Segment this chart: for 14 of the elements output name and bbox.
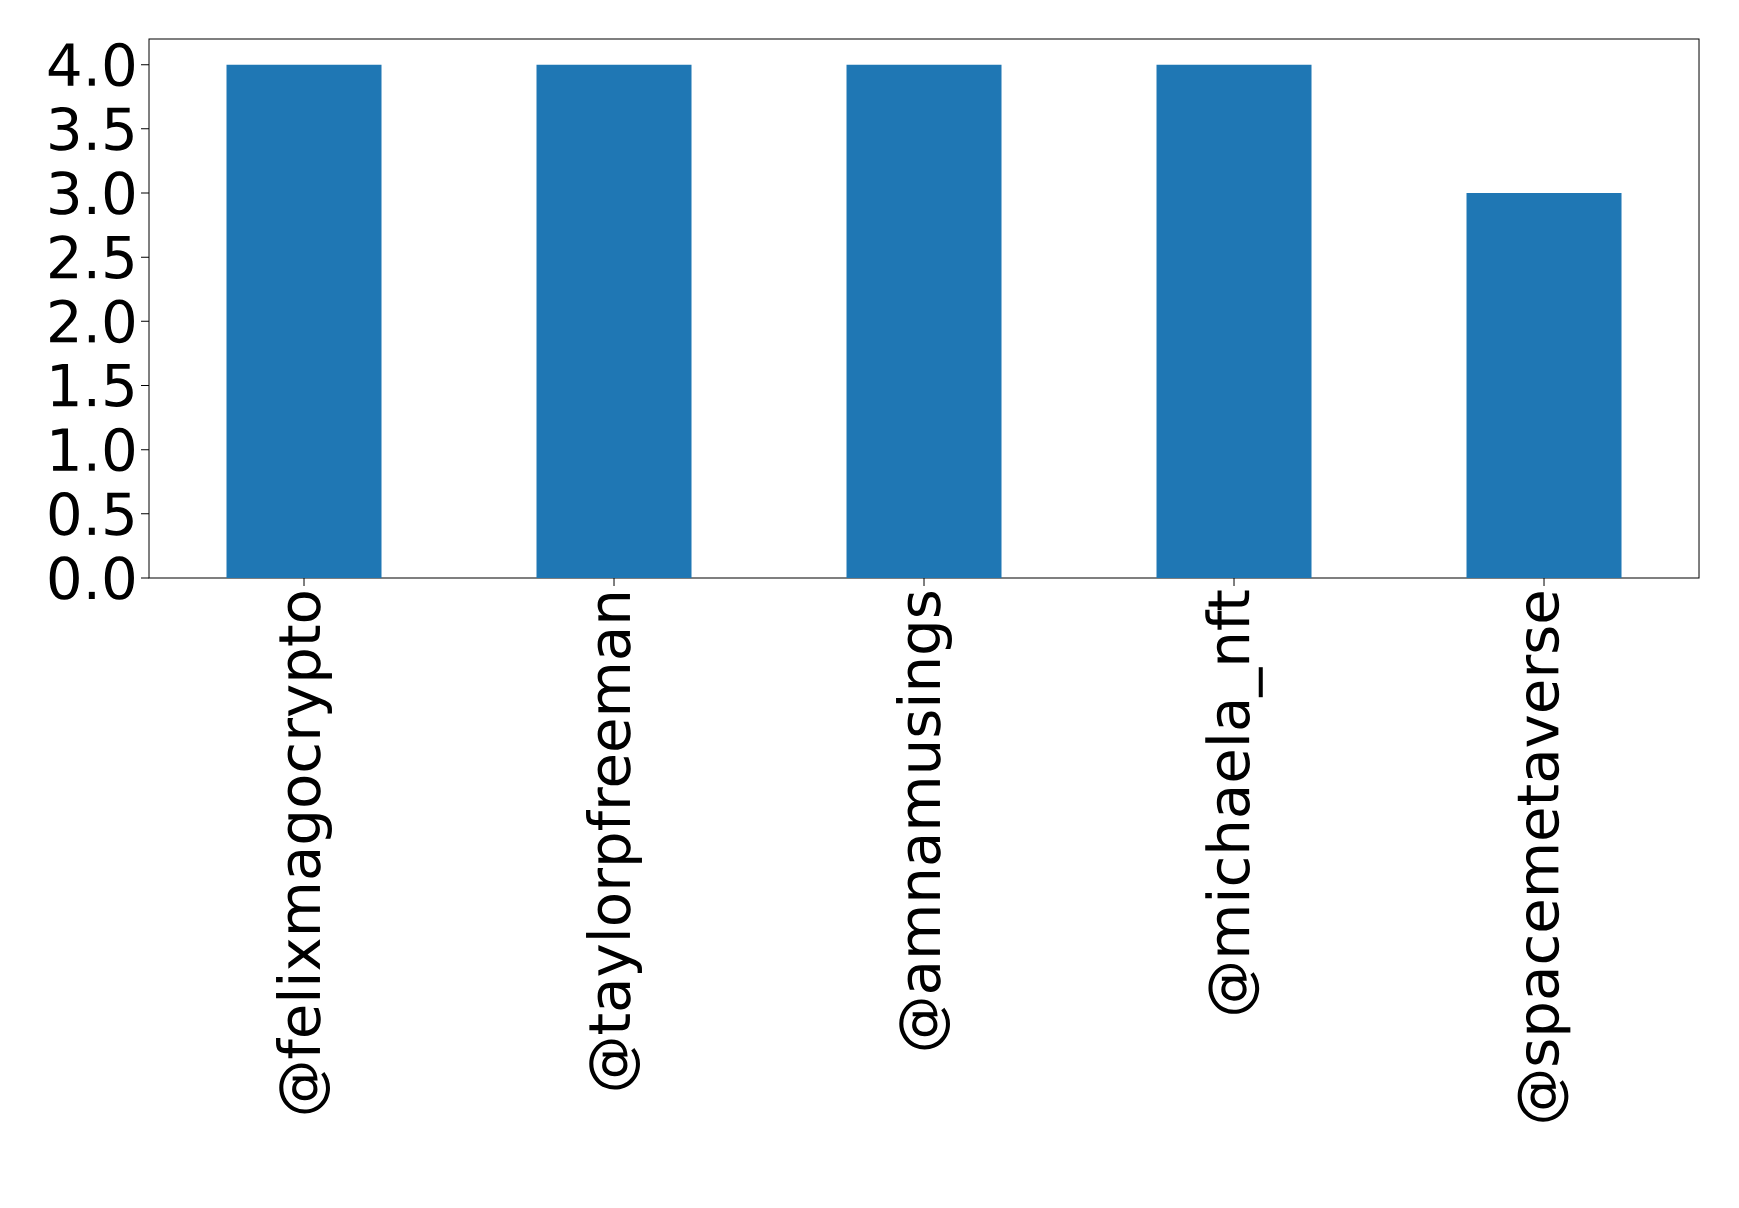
- y-tick-label: 1.0: [52, 427, 134, 472]
- x-tick-label: @amnamusings: [896, 591, 952, 1050]
- y-tick-label: 0.5: [49, 491, 133, 536]
- x-tick-label: @taylorpfreeman: [586, 594, 642, 1090]
- y-tick-label: 3.0: [50, 171, 134, 215]
- x-tick-label: @michaela_nft: [1205, 590, 1263, 1014]
- x-tick-label: @spacemetaverse: [1517, 592, 1571, 1122]
- x-tick-label: @felixmagocrypto: [276, 592, 332, 1114]
- y-tick-label: 3.5: [50, 106, 133, 151]
- y-tick-label: 4.0: [48, 42, 134, 87]
- y-tick-label: 1.5: [52, 364, 133, 407]
- y-tick-label: 0.0: [49, 556, 134, 600]
- y-tick-label: 2.5: [50, 235, 133, 279]
- y-tick-label: 2.0: [50, 299, 134, 344]
